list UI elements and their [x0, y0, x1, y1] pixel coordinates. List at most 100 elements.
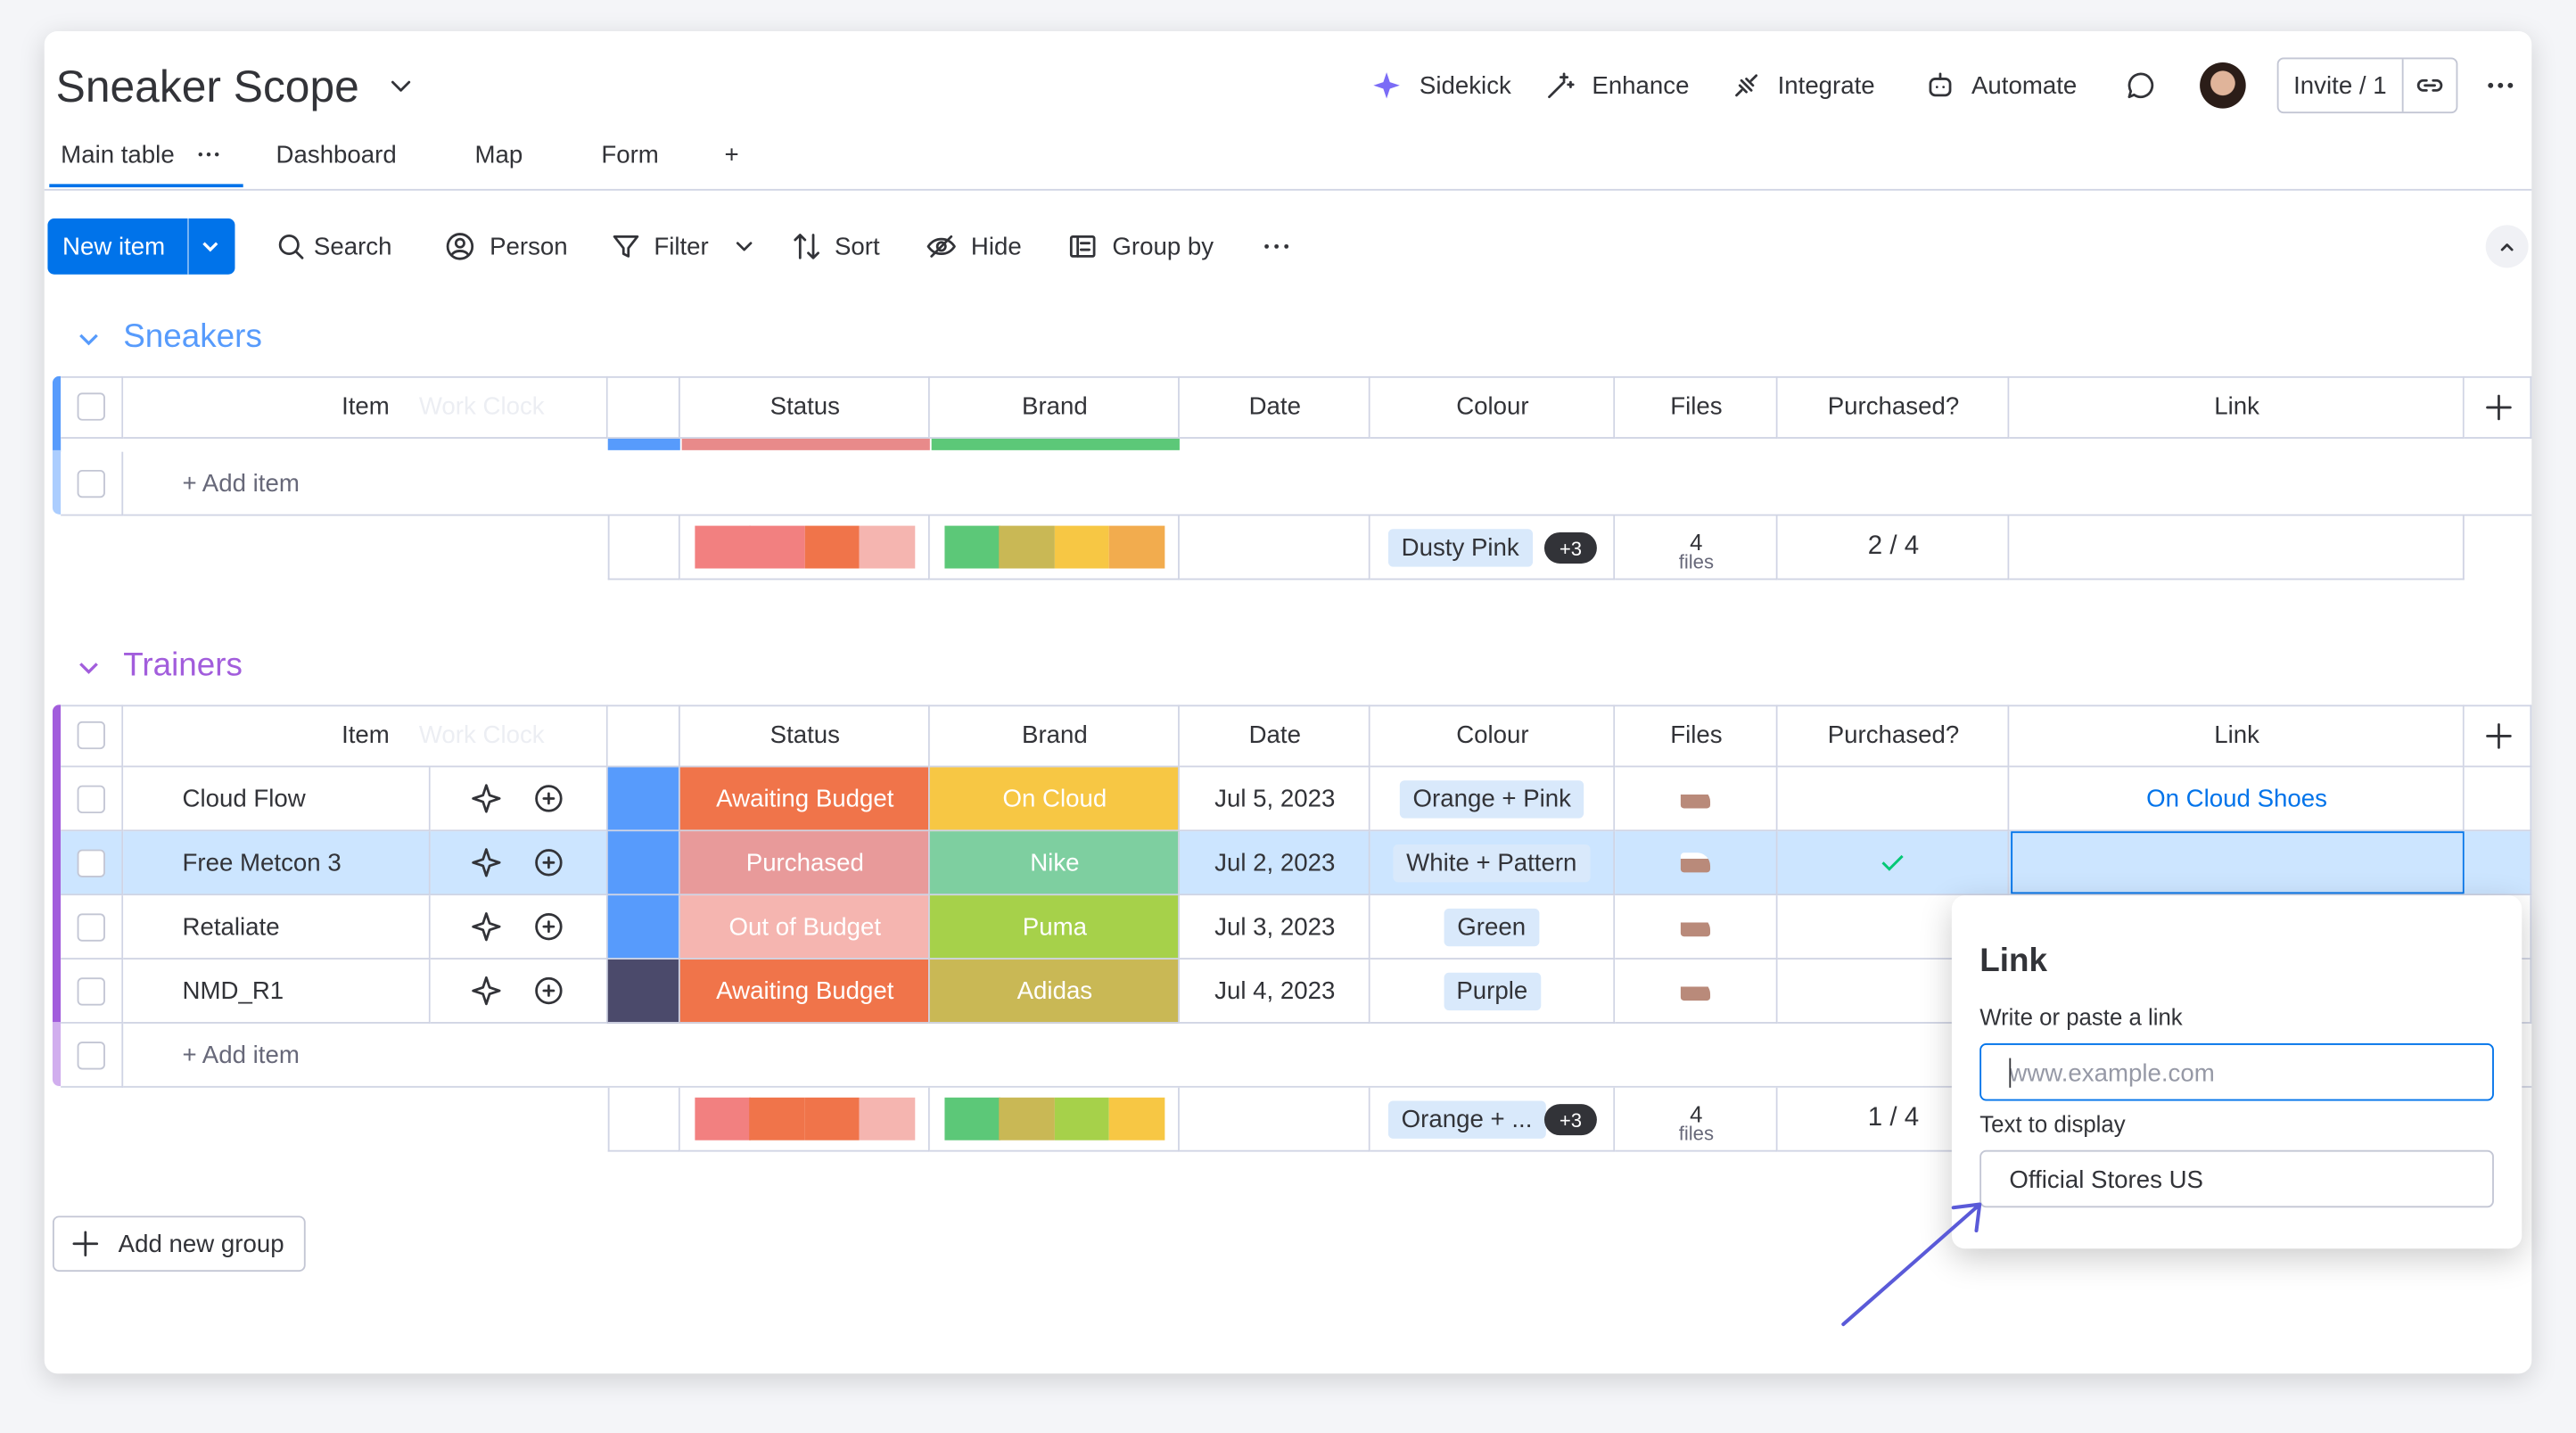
invite-button[interactable]: Invite / 1 — [2276, 57, 2458, 114]
column-header[interactable]: Files — [1670, 392, 1723, 421]
group-chevron[interactable] — [72, 322, 105, 355]
item-name[interactable]: Free Metcon 3 — [182, 849, 342, 877]
column-header[interactable]: Item — [342, 392, 390, 421]
text-input[interactable]: Official Stores US — [1979, 1149, 2494, 1208]
tool-button[interactable]: Search — [313, 233, 392, 261]
sparkle-icon[interactable] — [470, 910, 503, 943]
column-header[interactable]: Link — [2214, 721, 2259, 750]
action-button[interactable]: Sidekick — [1419, 72, 1511, 101]
tab[interactable]: + — [724, 141, 739, 169]
column-header[interactable]: Date — [1248, 392, 1301, 421]
add-group-label[interactable]: Add new group — [118, 1231, 284, 1259]
tab[interactable]: Form — [601, 141, 659, 169]
action-button[interactable]: Enhance — [1592, 72, 1690, 101]
column-header[interactable]: Status — [770, 721, 841, 750]
tab[interactable]: Main table — [61, 141, 175, 169]
comment-icon[interactable] — [532, 846, 565, 879]
checkbox[interactable] — [77, 1042, 105, 1070]
toolbar-more[interactable] — [1260, 230, 1293, 263]
more-icon[interactable] — [2484, 69, 2517, 102]
tool-button[interactable]: Person — [490, 233, 568, 261]
add-item[interactable]: + Add item — [182, 469, 300, 498]
brand-label[interactable]: On Cloud — [1002, 785, 1107, 814]
link-input[interactable]: www.example.com — [1979, 1042, 2494, 1101]
group-chevron[interactable] — [72, 651, 105, 684]
new-item-label[interactable]: New item — [62, 233, 166, 261]
new-item-chevron[interactable] — [193, 230, 226, 263]
item-name[interactable]: Retaliate — [182, 913, 280, 942]
column-header[interactable]: Purchased? — [1827, 392, 1960, 421]
sparkle-icon[interactable] — [470, 975, 503, 1008]
comment-icon[interactable] — [532, 910, 565, 943]
sparkle-icon[interactable] — [470, 846, 503, 879]
action-button[interactable]: Integrate — [1777, 72, 1875, 101]
tab[interactable]: Map — [474, 141, 523, 169]
tool-icon[interactable] — [610, 230, 643, 263]
group-name[interactable]: Trainers — [123, 646, 243, 684]
comment-icon[interactable] — [532, 975, 565, 1008]
tab-more[interactable] — [193, 138, 226, 171]
tab[interactable]: Dashboard — [276, 141, 397, 169]
brand-label[interactable]: Puma — [1022, 913, 1087, 942]
item-name[interactable]: Cloud Flow — [182, 785, 306, 814]
sparkle-icon[interactable] — [470, 782, 503, 815]
tool-icon[interactable] — [790, 230, 823, 263]
group-name[interactable]: Sneakers — [123, 318, 262, 355]
checkbox[interactable] — [77, 785, 105, 814]
checkbox[interactable] — [77, 469, 105, 498]
add-item[interactable]: + Add item — [182, 1042, 300, 1070]
link[interactable]: On Cloud Shoes — [2146, 785, 2327, 814]
column-header[interactable]: Colour — [1456, 721, 1529, 750]
filter-chevron[interactable] — [728, 230, 761, 263]
column-header[interactable]: Link — [2214, 392, 2259, 421]
action-icon[interactable] — [1730, 69, 1763, 102]
date[interactable]: Jul 2, 2023 — [1214, 849, 1336, 877]
collapse-chevron[interactable] — [2490, 230, 2523, 263]
chat-icon[interactable] — [2124, 69, 2157, 102]
tool-button[interactable]: Hide — [970, 233, 1022, 261]
action-button[interactable]: Automate — [1971, 72, 2078, 101]
tool-icon[interactable] — [275, 230, 308, 263]
column-header[interactable]: Brand — [1022, 721, 1088, 750]
title-chevron[interactable] — [384, 69, 417, 102]
checkbox[interactable] — [77, 721, 105, 750]
item-name[interactable]: NMD_R1 — [182, 977, 284, 1006]
comment-icon[interactable] — [532, 782, 565, 815]
tool-button[interactable]: Sort — [834, 233, 880, 261]
colour-chip[interactable]: Orange + Pink — [1399, 780, 1584, 819]
status-label[interactable]: Awaiting Budget — [716, 785, 894, 814]
column-header[interactable]: Status — [770, 392, 841, 421]
invite-label[interactable]: Invite / 1 — [2293, 72, 2387, 101]
brand-label[interactable]: Nike — [1030, 849, 1080, 877]
colour-chip[interactable]: Purple — [1443, 972, 1542, 1011]
tool-button[interactable]: Filter — [654, 233, 709, 261]
checkbox[interactable] — [77, 913, 105, 942]
action-icon[interactable] — [1924, 69, 1957, 102]
checkbox[interactable] — [77, 392, 105, 421]
action-icon[interactable] — [1544, 69, 1577, 102]
board-title[interactable]: Sneaker Scope — [55, 62, 359, 112]
column-header[interactable]: Colour — [1456, 392, 1529, 421]
column-header[interactable]: Date — [1248, 721, 1301, 750]
action-icon[interactable] — [1370, 69, 1403, 102]
column-header[interactable]: Item — [342, 721, 390, 750]
date[interactable]: Jul 4, 2023 — [1214, 977, 1336, 1006]
checkbox[interactable] — [77, 849, 105, 877]
brand-label[interactable]: Adidas — [1016, 977, 1093, 1006]
tool-icon[interactable] — [443, 230, 476, 263]
tool-icon[interactable] — [1066, 230, 1099, 263]
new-item-button[interactable]: New item — [47, 218, 235, 275]
column-header[interactable]: Brand — [1022, 392, 1088, 421]
checkbox[interactable] — [77, 977, 105, 1006]
status-label[interactable]: Out of Budget — [728, 913, 882, 942]
add-column[interactable] — [2482, 720, 2515, 753]
colour-chip[interactable]: Green — [1444, 908, 1539, 947]
status-label[interactable]: Awaiting Budget — [716, 977, 894, 1006]
link-icon[interactable] — [2414, 69, 2447, 102]
column-header[interactable]: Purchased? — [1827, 721, 1960, 750]
column-header[interactable]: Files — [1670, 721, 1723, 750]
colour-chip[interactable]: White + Pattern — [1393, 844, 1591, 883]
plus-icon[interactable] — [69, 1227, 102, 1260]
status-label[interactable]: Purchased — [745, 849, 864, 877]
add-column[interactable] — [2482, 391, 2515, 424]
